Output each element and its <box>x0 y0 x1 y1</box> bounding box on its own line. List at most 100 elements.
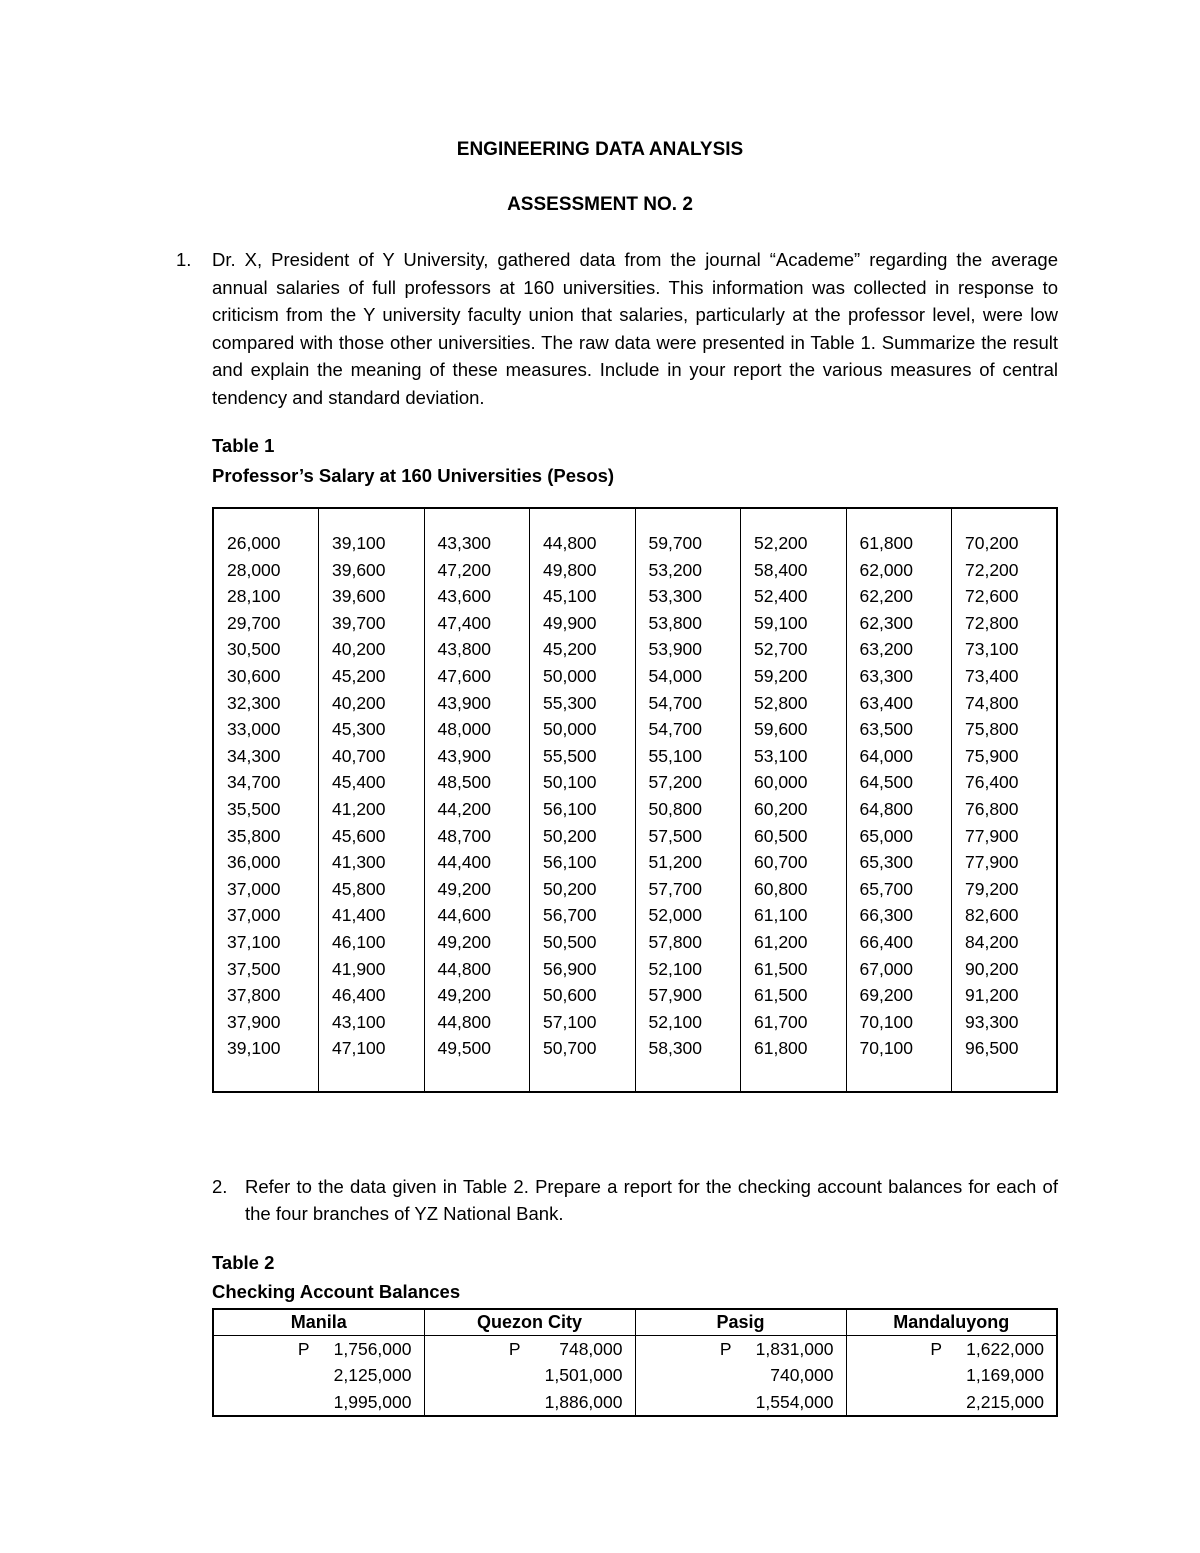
table1-cell: 50,000 <box>529 662 636 690</box>
table2-cell: 2,125,000 <box>212 1362 425 1389</box>
table1-row: 37,800 46,400 49,200 50,600 57,900 61,500 69,2… <box>212 982 1058 1009</box>
table1-cell: 62,300 <box>845 609 952 637</box>
table1-cell: 37,000 <box>212 902 319 929</box>
table1-cell: 36,000 <box>212 849 319 876</box>
table1-cell: 69,200 <box>845 982 952 1009</box>
table1-cell: 35,800 <box>212 822 319 850</box>
table1-cell: 44,800 <box>423 1008 530 1036</box>
table2-cell: 1,995,000 <box>212 1388 425 1417</box>
table1-cell: 43,100 <box>318 1008 425 1036</box>
table1-cell: 39,700 <box>318 609 425 637</box>
table1: 26,000 39,100 43,300 44,800 59,700 52,200 61,8… <box>212 507 1058 1093</box>
table1-cell: 61,700 <box>740 1008 847 1036</box>
table1-row: 34,300 40,700 43,900 55,500 55,100 53,100 64,0… <box>212 742 1058 770</box>
doc-subtitle: ASSESSMENT NO. 2 <box>507 194 693 215</box>
table1-cell: 44,800 <box>529 530 636 557</box>
table1-cell: 57,700 <box>634 875 741 903</box>
table1-cell: 84,200 <box>951 928 1058 956</box>
table1-cell: 43,800 <box>423 636 530 663</box>
table1-cell: 73,100 <box>951 636 1058 663</box>
table1-cell: 72,200 <box>951 556 1058 584</box>
table1-cell: 53,900 <box>634 636 741 663</box>
table1-cell: 56,100 <box>529 795 636 823</box>
table1-cell: 59,200 <box>740 662 847 690</box>
table2-header-row: Manila Quezon City Pasig Mandaluyong <box>212 1308 1058 1336</box>
table1-cell: 57,900 <box>634 982 741 1009</box>
table1-cell: 50,600 <box>529 982 636 1009</box>
table1-cell: 37,100 <box>212 928 319 956</box>
table1-cell: 55,500 <box>529 742 636 770</box>
table1-cell: 37,800 <box>212 982 319 1009</box>
table1-cell: 39,600 <box>318 583 425 610</box>
table1-cell: 43,600 <box>423 583 530 610</box>
table1-cell: 74,800 <box>951 689 1058 717</box>
table1-cell: 61,200 <box>740 928 847 956</box>
table1-cell: 49,200 <box>423 875 530 903</box>
table1-cell: 58,300 <box>634 1035 741 1062</box>
table1-spacer-cell <box>634 508 741 530</box>
table1-cell: 44,200 <box>423 795 530 823</box>
table1-cell: 93,300 <box>951 1008 1058 1036</box>
table1-cell: 45,200 <box>318 662 425 690</box>
table1-cell: 39,100 <box>212 1035 319 1062</box>
table1-cell: 61,800 <box>845 530 952 557</box>
table1-row: 28,000 39,600 47,200 49,800 53,200 58,400 62,0… <box>212 556 1058 584</box>
table1-cell: 53,800 <box>634 609 741 637</box>
table2-cell: P 1,756,000 <box>212 1335 425 1363</box>
question-1-text: Dr. X, President of Y University, gather… <box>212 249 1058 408</box>
table2-row: 1,995,000 1,886,000 1,554,000 2,215,000 <box>212 1388 1058 1417</box>
table1-cell: 34,700 <box>212 769 319 796</box>
table1-cell: 52,100 <box>634 1008 741 1036</box>
table1-cell: 64,000 <box>845 742 952 770</box>
table1-cell: 55,300 <box>529 689 636 717</box>
table1-cell: 39,100 <box>318 530 425 557</box>
table1-cell: 77,900 <box>951 822 1058 850</box>
table1-cell: 40,700 <box>318 742 425 770</box>
table1-cell: 52,200 <box>740 530 847 557</box>
table1-cell: 43,300 <box>423 530 530 557</box>
table1-cell: 57,500 <box>634 822 741 850</box>
table1-cell: 43,900 <box>423 689 530 717</box>
table2-header-cell: Mandaluyong <box>845 1308 1058 1336</box>
table1-cell: 46,100 <box>318 928 425 956</box>
table1-spacer-cell <box>212 508 319 530</box>
table1-cell: 49,800 <box>529 556 636 584</box>
table1-row: 29,700 39,700 47,400 49,900 53,800 59,100 62,3… <box>212 609 1058 637</box>
table1-row: 28,100 39,600 43,600 45,100 53,300 52,400 62,2… <box>212 583 1058 610</box>
question-2-number: 2. <box>212 1175 228 1197</box>
table1-cell: 77,900 <box>951 849 1058 876</box>
table1-cell: 43,900 <box>423 742 530 770</box>
table1-cell: 54,700 <box>634 689 741 717</box>
table1-cell: 47,600 <box>423 662 530 690</box>
table1-cell: 70,200 <box>951 530 1058 557</box>
table1-cell: 49,200 <box>423 928 530 956</box>
table1-cell: 66,300 <box>845 902 952 929</box>
table1-row: 33,000 45,300 48,000 50,000 54,700 59,600 63,5… <box>212 716 1058 743</box>
table1-cell: 96,500 <box>951 1035 1058 1062</box>
table1-cell: 79,200 <box>951 875 1058 903</box>
table1-row: 30,500 40,200 43,800 45,200 53,900 52,700 63,2… <box>212 636 1058 663</box>
table1-cell: 91,200 <box>951 982 1058 1009</box>
table1-row: 30,600 45,200 47,600 50,000 54,000 59,200 63,3… <box>212 662 1058 690</box>
table1-row: 35,800 45,600 48,700 50,200 57,500 60,500 65,0… <box>212 822 1058 850</box>
table1-spacer-cell <box>845 1061 952 1092</box>
table1-cell: 53,200 <box>634 556 741 584</box>
table1-cell: 52,800 <box>740 689 847 717</box>
table1-cell: 51,200 <box>634 849 741 876</box>
table2-cell: 740,000 <box>634 1362 847 1389</box>
table2-label: Table 2 <box>212 1251 275 1273</box>
question-2: 2. Refer to the data given in Table 2. P… <box>212 1173 1058 1228</box>
table1-cell: 52,700 <box>740 636 847 663</box>
table1-cell: 70,100 <box>845 1008 952 1036</box>
table1-cell: 45,800 <box>318 875 425 903</box>
table1-cell: 56,700 <box>529 902 636 929</box>
table1-spacer-cell <box>212 1061 319 1092</box>
table1-cell: 61,500 <box>740 982 847 1009</box>
table1-cell: 29,700 <box>212 609 319 637</box>
table1-cell: 41,300 <box>318 849 425 876</box>
table2-header-cell: Pasig <box>634 1308 847 1336</box>
table2-cell: 1,501,000 <box>423 1362 636 1389</box>
table1-cell: 62,200 <box>845 583 952 610</box>
table1-cell: 30,600 <box>212 662 319 690</box>
table1-cell: 33,000 <box>212 716 319 743</box>
